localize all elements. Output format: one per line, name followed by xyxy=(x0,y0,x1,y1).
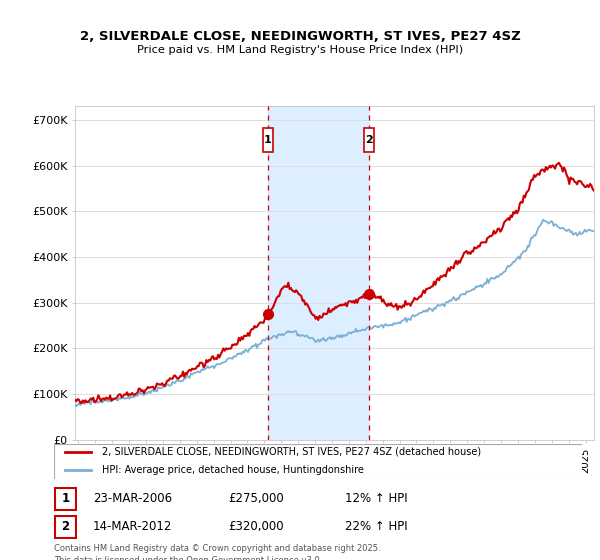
Text: 2, SILVERDALE CLOSE, NEEDINGWORTH, ST IVES, PE27 4SZ (detached house): 2, SILVERDALE CLOSE, NEEDINGWORTH, ST IV… xyxy=(101,447,481,457)
Text: £320,000: £320,000 xyxy=(228,520,284,534)
Text: 1: 1 xyxy=(61,492,70,506)
Text: £275,000: £275,000 xyxy=(228,492,284,506)
Bar xyxy=(268,106,369,440)
Text: 2: 2 xyxy=(61,520,70,534)
Text: 12% ↑ HPI: 12% ↑ HPI xyxy=(345,492,407,506)
Text: 2: 2 xyxy=(365,135,373,144)
Text: 23-MAR-2006: 23-MAR-2006 xyxy=(93,492,172,506)
FancyBboxPatch shape xyxy=(55,516,76,538)
Text: 1: 1 xyxy=(264,135,272,144)
Text: 22% ↑ HPI: 22% ↑ HPI xyxy=(345,520,407,534)
FancyBboxPatch shape xyxy=(54,444,582,479)
Bar xyxy=(364,128,374,152)
Text: Contains HM Land Registry data © Crown copyright and database right 2025.
This d: Contains HM Land Registry data © Crown c… xyxy=(54,544,380,560)
Text: HPI: Average price, detached house, Huntingdonshire: HPI: Average price, detached house, Hunt… xyxy=(101,465,364,475)
FancyBboxPatch shape xyxy=(55,488,76,510)
Text: Price paid vs. HM Land Registry's House Price Index (HPI): Price paid vs. HM Land Registry's House … xyxy=(137,45,463,55)
Bar xyxy=(263,128,273,152)
Text: 2, SILVERDALE CLOSE, NEEDINGWORTH, ST IVES, PE27 4SZ: 2, SILVERDALE CLOSE, NEEDINGWORTH, ST IV… xyxy=(80,30,520,43)
Text: 14-MAR-2012: 14-MAR-2012 xyxy=(93,520,172,534)
